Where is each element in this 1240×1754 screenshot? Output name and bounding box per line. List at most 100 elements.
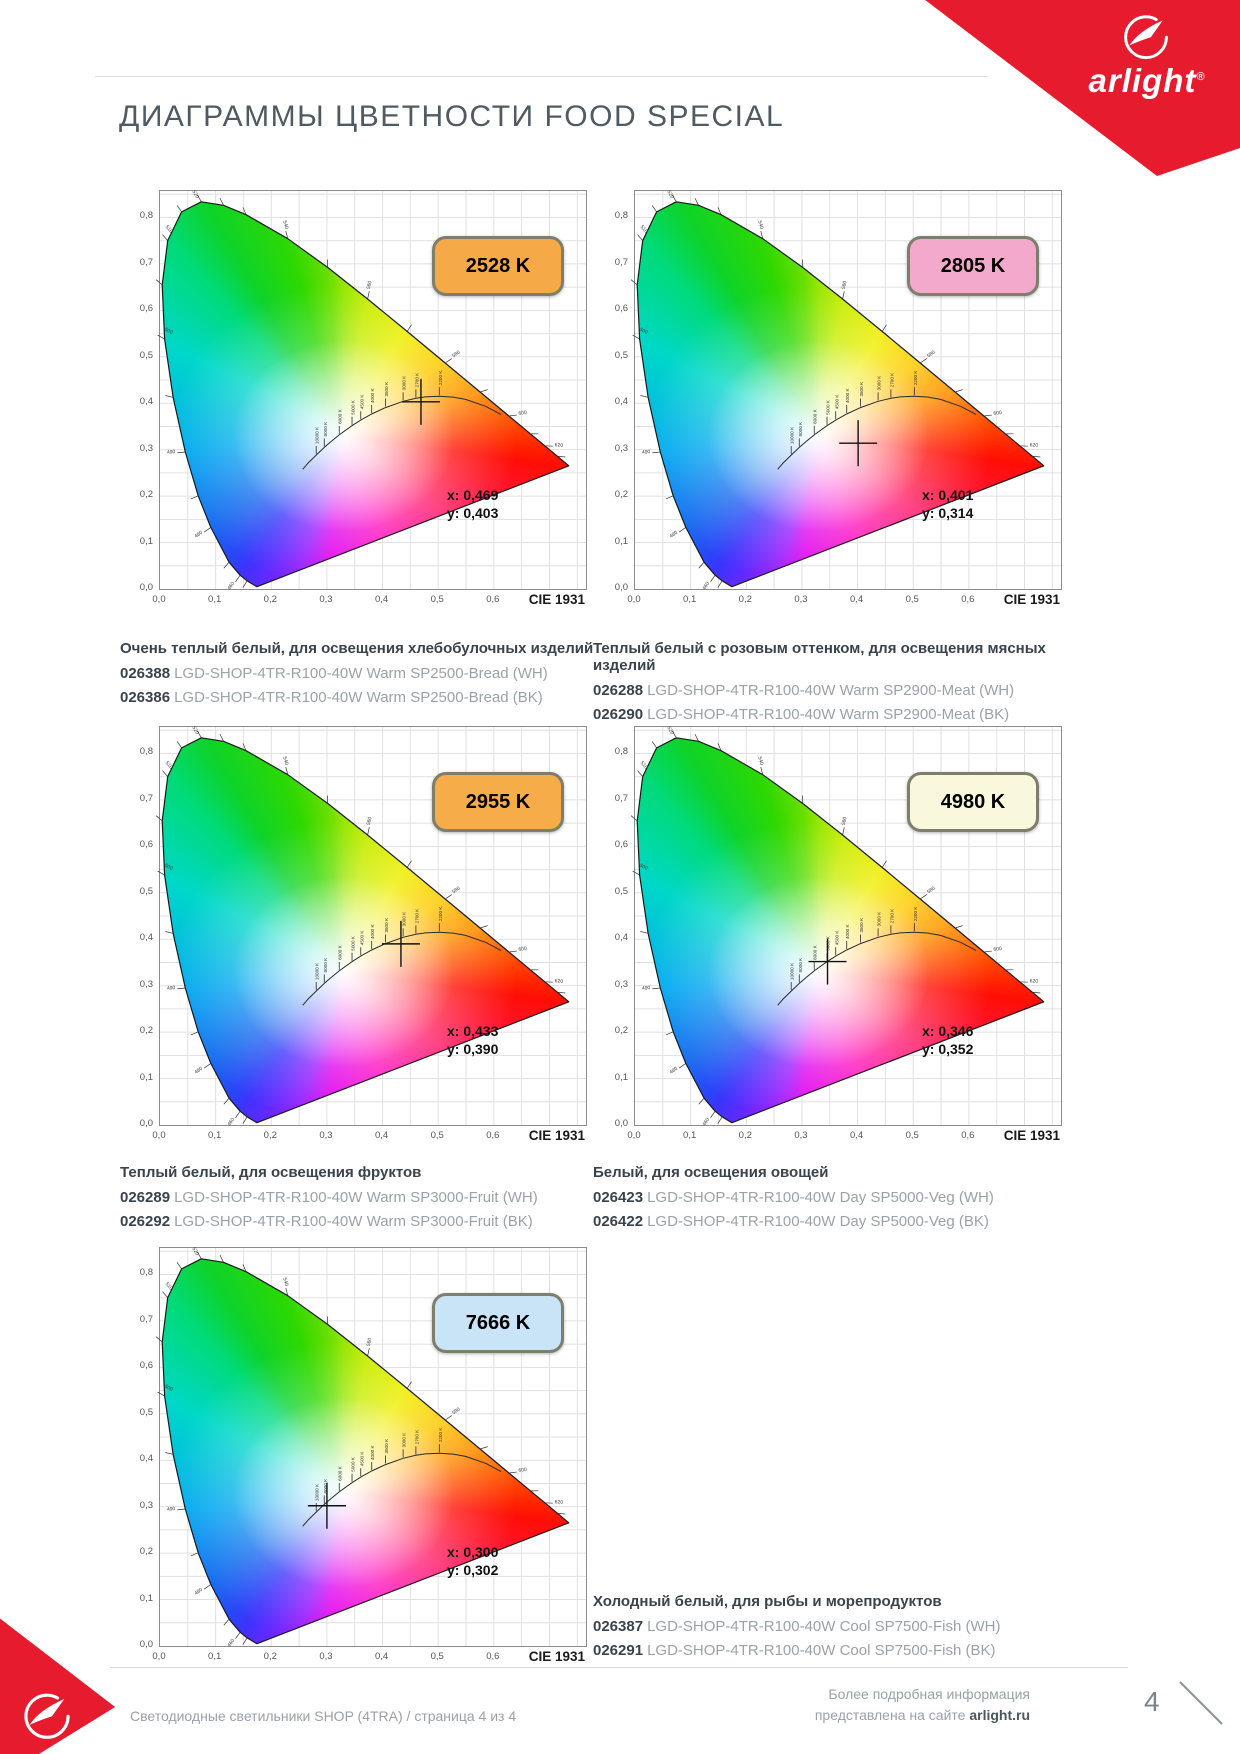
svg-text:480: 480 xyxy=(669,1066,679,1076)
y-axis-tick: 0,1 xyxy=(139,1592,153,1604)
svg-text:460: 460 xyxy=(226,581,236,591)
product-code: 026386 xyxy=(120,689,171,706)
svg-text:460: 460 xyxy=(701,1117,711,1127)
page-number: 4 xyxy=(1144,1686,1160,1717)
diagram-annotations: 460 480 490 500 510 520 540 560 580 600 620 10000 K… xyxy=(630,189,1045,591)
x-axis-tick: 0,3 xyxy=(319,1651,333,1662)
product-name: LGD-SHOP-4TR-R100-40W Warm SP3000-Fruit … xyxy=(174,1189,538,1206)
y-axis-tick: 0,4 xyxy=(614,396,628,408)
product-line: 026289 LGD-SHOP-4TR-R100-40W Warm SP3000-… xyxy=(120,1189,595,1206)
svg-text:460: 460 xyxy=(226,1117,236,1127)
svg-text:620: 620 xyxy=(1030,442,1039,448)
plot-area: 460 480 490 500 510 520 540 560 580 600 620 10000 K… xyxy=(630,189,1062,591)
standard-label: CIE 1931 xyxy=(1003,592,1060,607)
y-axis-tick: 0,1 xyxy=(614,1071,628,1083)
cct-badge: 7666 K xyxy=(432,1293,564,1353)
chromaticity-coordinates: x: 0,469 y: 0,403 xyxy=(447,486,498,522)
product-line: 026290 LGD-SHOP-4TR-R100-40W Warm SP2900-… xyxy=(593,706,1068,723)
x-axis-tick: 0,1 xyxy=(683,594,697,605)
svg-text:480: 480 xyxy=(194,530,204,540)
x-axis-tick: 0,5 xyxy=(430,594,444,605)
svg-text:490: 490 xyxy=(642,449,651,456)
y-axis-tick: 0,1 xyxy=(614,535,628,547)
svg-text:580: 580 xyxy=(451,349,461,359)
product-caption: Холодный белый, для рыбы и морепродуктов… xyxy=(593,1593,1068,1666)
brand-name: arlight xyxy=(1088,62,1197,99)
svg-text:560: 560 xyxy=(366,816,374,826)
svg-text:10000 K: 10000 K xyxy=(315,426,320,444)
y-axis-tick: 0,0 xyxy=(614,1118,628,1129)
product-caption-title: Холодный белый, для рыбы и морепродуктов xyxy=(593,1593,942,1610)
svg-text:620: 620 xyxy=(555,1499,564,1505)
x-axis-tick: 0,2 xyxy=(738,1130,752,1141)
svg-text:8000 K: 8000 K xyxy=(323,957,328,972)
x-axis-labels: 0,0 0,1 0,2 0,3 0,4 0,5 0,6 CIE 1931 xyxy=(627,1128,1060,1146)
svg-text:6000 K: 6000 K xyxy=(338,408,343,423)
product-caption-title: Очень теплый белый, для освещения хлебоб… xyxy=(120,640,594,657)
svg-text:2200 K: 2200 K xyxy=(913,906,918,921)
product-caption-title: Теплый белый, для освещения фруктов xyxy=(120,1164,422,1181)
footer-info-line1: Более подробная информация xyxy=(828,1686,1030,1702)
product-name: LGD-SHOP-4TR-R100-40W Warm SP2900-Meat (… xyxy=(647,706,1010,723)
y-axis-tick: 0,1 xyxy=(139,1071,153,1083)
svg-text:620: 620 xyxy=(555,978,564,984)
svg-text:480: 480 xyxy=(194,1066,204,1076)
standard-label: CIE 1931 xyxy=(528,1128,585,1143)
svg-text:540: 540 xyxy=(281,756,289,766)
product-caption-title: Теплый белый с розовым оттенком, для осв… xyxy=(593,640,1046,674)
x-axis-tick: 0,2 xyxy=(263,1651,277,1662)
svg-text:520: 520 xyxy=(190,189,199,199)
x-axis-tick: 0,2 xyxy=(263,594,277,605)
product-name: LGD-SHOP-4TR-R100-40W Warm SP2500-Bread … xyxy=(174,689,543,706)
svg-text:3000 K: 3000 K xyxy=(402,1432,407,1447)
svg-text:4000 K: 4000 K xyxy=(370,924,375,939)
y-axis-tick: 0,0 xyxy=(139,582,153,593)
site-link[interactable]: arlight.ru xyxy=(969,1707,1030,1723)
y-axis-tick: 0,4 xyxy=(614,932,628,944)
x-axis-tick: 0,3 xyxy=(319,594,333,605)
svg-text:510: 510 xyxy=(164,760,174,770)
chromaticity-coordinates: x: 0,346 y: 0,352 xyxy=(922,1022,973,1058)
y-axis-tick: 0,5 xyxy=(139,349,153,361)
product-line: 026386 LGD-SHOP-4TR-R100-40W Warm SP2500-… xyxy=(120,689,595,706)
y-axis-tick: 0,8 xyxy=(139,746,153,758)
svg-text:2700 K: 2700 K xyxy=(414,1429,419,1444)
svg-text:510: 510 xyxy=(639,760,649,770)
svg-text:600: 600 xyxy=(993,410,1002,417)
product-line: 026422 LGD-SHOP-4TR-R100-40W Day SP5000-V… xyxy=(593,1213,1068,1230)
x-axis-tick: 0,0 xyxy=(152,1130,166,1141)
arlight-swoosh-icon xyxy=(1124,15,1168,60)
footer-series-text: Светодиодные светильники SHOP (4TRA) / с… xyxy=(130,1708,517,1724)
y-axis-tick: 0,0 xyxy=(614,582,628,593)
y-axis-tick: 0,3 xyxy=(139,1499,153,1511)
svg-text:10000 K: 10000 K xyxy=(790,962,795,980)
y-axis-tick: 0,0 xyxy=(139,1639,153,1650)
svg-text:3000 K: 3000 K xyxy=(877,375,882,390)
svg-text:620: 620 xyxy=(555,442,564,448)
svg-text:460: 460 xyxy=(701,581,711,591)
svg-text:580: 580 xyxy=(926,885,936,895)
x-axis-tick: 0,6 xyxy=(486,594,500,605)
product-name: LGD-SHOP-4TR-R100-40W Cool SP7500-Fish (… xyxy=(647,1618,1001,1635)
x-axis-tick: 0,1 xyxy=(208,1651,222,1662)
x-axis-tick: 0,6 xyxy=(961,1130,975,1141)
cct-badge: 2805 K xyxy=(907,236,1039,296)
diagram-annotations: 460 480 490 500 510 520 540 560 580 600 620 10000 K… xyxy=(630,725,1045,1127)
x-axis-tick: 0,5 xyxy=(430,1651,444,1662)
y-axis-tick: 0,8 xyxy=(139,210,153,222)
coordinate-x: x: 0,469 xyxy=(447,487,499,503)
product-line: 026388 LGD-SHOP-4TR-R100-40W Warm SP2500-… xyxy=(120,665,595,682)
page-title: ДИАГРАММЫ ЦВЕТНОСТИ FOOD SPECIAL xyxy=(119,100,785,133)
product-caption: Белый, для освещения овощей 026423 LGD-SHO… xyxy=(593,1164,1068,1237)
y-axis-tick: 0,2 xyxy=(139,489,153,501)
cct-badge: 2528 K xyxy=(432,236,564,296)
svg-text:10000 K: 10000 K xyxy=(790,426,795,444)
y-axis-tick: 0,4 xyxy=(139,1453,153,1465)
x-axis-tick: 0,3 xyxy=(319,1130,333,1141)
y-axis-tick: 0,6 xyxy=(139,1360,153,1372)
svg-text:3500 K: 3500 K xyxy=(384,1438,389,1453)
svg-text:5000 K: 5000 K xyxy=(351,935,356,950)
product-caption-title: Белый, для освещения овощей xyxy=(593,1164,829,1181)
header-divider xyxy=(95,76,988,77)
